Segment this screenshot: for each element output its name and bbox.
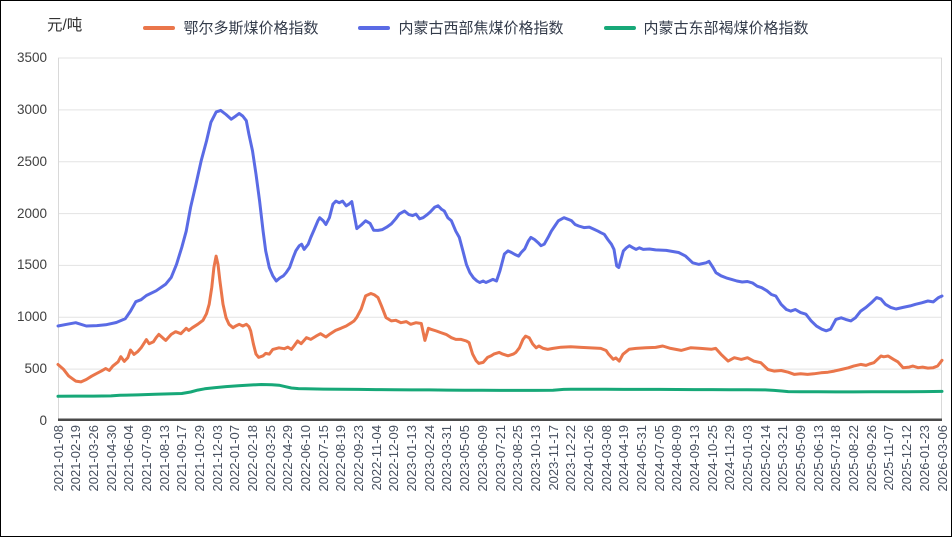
y-tick-label: 500 xyxy=(24,361,47,377)
series-line-0 xyxy=(56,254,944,384)
x-tick-label: 2022-02-18 xyxy=(244,425,260,492)
x-tick-label: 2022-07-15 xyxy=(315,425,331,492)
series-line-1 xyxy=(56,108,944,333)
series-line-2 xyxy=(56,383,944,398)
legend-item-1[interactable]: 内蒙古西部焦煤价格指数 xyxy=(358,17,564,38)
x-tick-label: 2023-08-25 xyxy=(510,425,526,492)
legend-item-2[interactable]: 内蒙古东部褐煤价格指数 xyxy=(603,17,809,38)
legend-label: 内蒙古东部褐煤价格指数 xyxy=(643,20,809,37)
x-tick-label: 2023-03-31 xyxy=(439,425,455,492)
legend-line-swatch xyxy=(603,25,636,30)
x-tick-label: 2025-02-14 xyxy=(757,425,773,492)
y-tick-label: 3500 xyxy=(16,50,47,65)
x-tick-label: 2021-04-30 xyxy=(103,425,119,492)
x-tick-label: 2023-01-13 xyxy=(404,425,420,492)
x-tick-label: 2025-06-13 xyxy=(810,425,826,492)
x-tick-label: 2023-05-05 xyxy=(457,425,473,492)
y-tick-label: 2000 xyxy=(16,205,47,221)
x-tick-label: 2021-01-08 xyxy=(50,425,66,492)
y-tick-label: 2500 xyxy=(16,153,47,169)
y-tick-label: 3000 xyxy=(16,101,47,117)
x-tick-label: 2023-02-24 xyxy=(421,425,437,492)
y-tick-label: 0 xyxy=(39,413,47,428)
x-tick-label: 2022-04-29 xyxy=(280,425,296,492)
x-tick-label: 2021-12-03 xyxy=(209,425,225,492)
x-tick-label: 2022-11-04 xyxy=(368,425,384,491)
legend-label: 内蒙古西部焦煤价格指数 xyxy=(398,20,564,37)
x-tick-label: 2023-06-09 xyxy=(474,425,490,492)
x-tick-label: 2022-12-09 xyxy=(386,425,402,492)
legend-item-0[interactable]: 鄂尔多斯煤价格指数 xyxy=(143,17,318,38)
x-tick-label: 2025-03-21 xyxy=(775,425,791,492)
x-tick-label: 2023-12-22 xyxy=(563,425,579,492)
x-tick-label: 2022-06-10 xyxy=(298,425,314,492)
line-chart-plot-area xyxy=(56,57,944,421)
x-tick-label: 2023-07-21 xyxy=(492,425,508,492)
y-tick-label: 1000 xyxy=(16,309,47,325)
x-tick-label: 2024-03-08 xyxy=(598,425,614,492)
x-tick-label: 2025-12-12 xyxy=(899,425,915,492)
x-tick-label: 2025-08-22 xyxy=(846,425,862,492)
legend-line-swatch xyxy=(143,25,176,30)
x-tick-label: 2022-03-25 xyxy=(262,425,278,492)
x-tick-label: 2025-07-18 xyxy=(828,425,844,492)
x-tick-label: 2022-09-23 xyxy=(351,425,367,492)
x-tick-label: 2024-07-05 xyxy=(651,425,667,492)
x-tick-label: 2021-10-29 xyxy=(191,425,207,492)
x-tick-label: 2021-06-04 xyxy=(121,425,137,492)
legend: 鄂尔多斯煤价格指数 内蒙古西部焦煤价格指数 内蒙古东部褐煤价格指数 xyxy=(1,17,951,38)
y-axis-unit-label: 元/吨 xyxy=(47,17,83,34)
x-tick-label: 2025-11-07 xyxy=(881,425,897,491)
legend-line-swatch xyxy=(358,25,391,30)
x-tick-label: 2024-10-25 xyxy=(704,425,720,492)
x-tick-label: 2026-03-06 xyxy=(934,425,950,492)
x-tick-label: 2024-09-13 xyxy=(686,425,702,492)
x-tick-label: 2021-03-26 xyxy=(85,425,101,492)
y-tick-label: 1500 xyxy=(16,257,47,273)
x-tick-label: 2024-05-31 xyxy=(633,425,649,492)
x-tick-label: 2021-08-13 xyxy=(156,425,172,492)
x-tick-label: 2026-01-23 xyxy=(916,425,932,492)
x-tick-label: 2024-08-09 xyxy=(669,425,685,492)
x-tick-label: 2024-01-26 xyxy=(580,425,596,492)
x-tick-label: 2025-05-09 xyxy=(793,425,809,492)
x-tick-label: 2021-07-09 xyxy=(138,425,154,492)
x-tick-label: 2023-10-13 xyxy=(527,425,543,492)
x-tick-label: 2022-01-07 xyxy=(227,425,243,492)
x-tick-label: 2024-04-19 xyxy=(616,425,632,492)
x-tick-label: 2025-01-03 xyxy=(740,425,756,492)
x-tick-label: 2024-11-29 xyxy=(722,425,738,491)
x-tick-label: 2022-08-19 xyxy=(333,425,349,492)
x-tick-label: 2023-11-17 xyxy=(545,425,561,491)
legend-label: 鄂尔多斯煤价格指数 xyxy=(183,20,319,37)
x-tick-label: 2021-09-17 xyxy=(174,425,190,492)
x-tick-label: 2025-09-26 xyxy=(863,425,879,492)
x-tick-label: 2021-02-19 xyxy=(68,425,84,492)
